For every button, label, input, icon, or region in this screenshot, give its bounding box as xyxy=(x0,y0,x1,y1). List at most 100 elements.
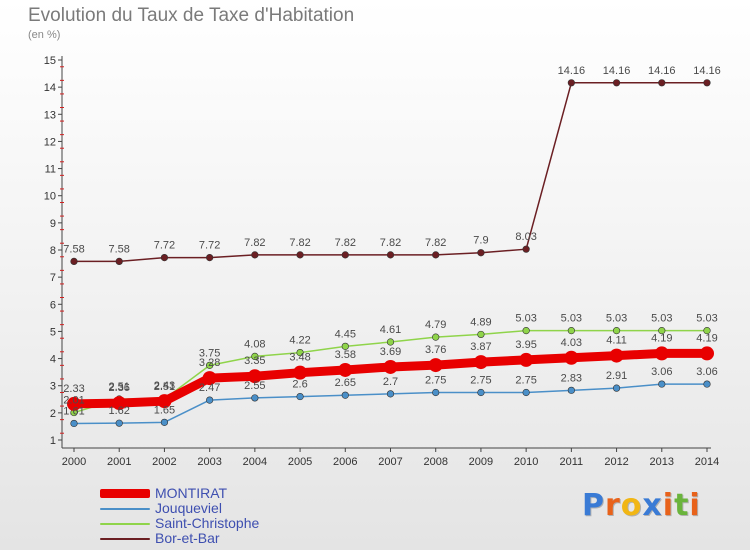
x-tick-label: 2006 xyxy=(333,456,357,468)
value-label-montirat: 3.95 xyxy=(515,339,536,351)
point-jouqueviel xyxy=(703,380,711,388)
value-label-jouqueviel: 2.47 xyxy=(199,382,220,394)
point-jouqueviel xyxy=(477,388,485,397)
point-montirat xyxy=(700,346,714,361)
y-tick-label: 1 xyxy=(50,435,56,447)
series-line-bor-et-bar xyxy=(73,82,708,263)
point-bor-et-bar xyxy=(703,79,711,87)
point-saint-christophe xyxy=(341,342,349,350)
point-jouqueviel xyxy=(341,391,349,399)
point-jouqueviel xyxy=(206,396,214,404)
x-tick-label: 2008 xyxy=(423,456,447,468)
point-montirat xyxy=(383,359,398,374)
legend-item: MONTIRAT xyxy=(100,486,360,501)
point-saint-christophe xyxy=(386,338,395,346)
point-saint-christophe xyxy=(206,361,214,369)
y-tick-label: 9 xyxy=(50,218,56,230)
value-label-saint-christophe: 4.45 xyxy=(335,328,356,340)
value-label-montirat: 3.76 xyxy=(425,344,446,356)
value-label-jouqueviel: 2.75 xyxy=(425,375,446,387)
point-saint-christophe xyxy=(432,333,440,341)
value-label-saint-christophe: 4.22 xyxy=(289,335,310,347)
chart-title: Evolution du Taux de Taxe d'Habitation xyxy=(28,5,355,26)
x-tick-label: 2003 xyxy=(197,456,221,468)
legend: MONTIRAT Jouqueviel Saint-Christophe Bor-et… xyxy=(100,486,360,546)
point-montirat xyxy=(338,362,353,377)
y-tick-label: 8 xyxy=(50,245,56,257)
value-label-montirat: 4.11 xyxy=(606,335,627,347)
value-label-montirat: 3.69 xyxy=(380,346,401,358)
point-jouqueviel xyxy=(115,419,123,427)
x-tick-label: 2009 xyxy=(469,456,493,468)
value-label-bor-et-bar: 7.82 xyxy=(380,237,401,249)
value-label-jouqueviel: 1.65 xyxy=(154,404,175,416)
value-label-jouqueviel: 1.61 xyxy=(63,405,84,417)
point-jouqueviel xyxy=(612,384,621,392)
point-bor-et-bar xyxy=(432,251,440,259)
legend-swatch xyxy=(100,508,150,510)
point-montirat xyxy=(564,350,579,365)
value-label-bor-et-bar: 14.16 xyxy=(648,65,676,77)
value-label-jouqueviel: 2.65 xyxy=(335,377,356,389)
value-label-bor-et-bar: 14.16 xyxy=(603,65,631,77)
x-tick-label: 2010 xyxy=(514,456,538,468)
point-montirat xyxy=(112,396,127,411)
value-label-montirat: 2.33 xyxy=(63,383,84,395)
point-bor-et-bar xyxy=(296,251,304,259)
point-jouqueviel xyxy=(160,418,169,426)
point-bor-et-bar xyxy=(522,245,530,253)
y-axis-unit: (en %) xyxy=(28,29,61,41)
logo-letter: i xyxy=(662,488,675,523)
y-tick-label: 3 xyxy=(50,381,56,393)
value-label-montirat: 2.36 xyxy=(109,382,130,394)
value-label-jouqueviel: 3.06 xyxy=(651,366,672,378)
point-bor-et-bar xyxy=(341,251,349,259)
value-label-bor-et-bar: 7.58 xyxy=(109,243,130,255)
point-jouqueviel xyxy=(70,419,78,428)
legend-item: Jouqueviel xyxy=(100,501,360,516)
data-labels: 7.58 7.58 7.72 7.72 7.82 7.82 7.82 7.82 7.82 7.9 8… xyxy=(63,65,720,418)
point-bor-et-bar xyxy=(70,257,78,266)
legend-swatch xyxy=(100,538,150,540)
value-label-bor-et-bar: 7.82 xyxy=(289,237,310,249)
value-label-bor-et-bar: 7.72 xyxy=(199,240,220,252)
x-tick-label: 2001 xyxy=(107,456,131,468)
value-label-saint-christophe: 5.03 xyxy=(696,313,717,325)
y-tick-label: 2 xyxy=(50,408,56,420)
value-label-jouqueviel: 2.83 xyxy=(561,372,582,384)
point-jouqueviel xyxy=(386,390,395,398)
point-montirat xyxy=(609,348,624,363)
value-label-bor-et-bar: 7.82 xyxy=(425,237,446,249)
value-label-montirat: 2.43 xyxy=(154,380,175,392)
point-montirat xyxy=(202,371,217,386)
point-bor-et-bar xyxy=(477,249,485,257)
value-label-saint-christophe: 5.03 xyxy=(651,313,672,325)
value-label-jouqueviel: 3.06 xyxy=(696,366,717,378)
x-tick-label: 2000 xyxy=(62,456,86,468)
y-tick-label: 12 xyxy=(44,136,56,148)
value-label-montirat: 4.19 xyxy=(696,332,717,344)
point-montirat xyxy=(428,358,443,373)
y-tick-label: 4 xyxy=(50,354,56,366)
legend-item: Bor-et-Bar xyxy=(100,531,360,546)
proxiti-logo: Proxiti xyxy=(582,488,701,523)
value-label-bor-et-bar: 7.72 xyxy=(154,240,175,252)
point-jouqueviel xyxy=(658,380,666,388)
value-label-jouqueviel: 2.6 xyxy=(292,379,307,391)
series-lines xyxy=(67,79,714,428)
y-tick-label: 7 xyxy=(50,272,56,284)
x-tick-label: 2014 xyxy=(695,456,719,468)
x-tick-label: 2004 xyxy=(243,456,267,468)
value-label-saint-christophe: 5.03 xyxy=(515,313,536,325)
value-label-jouqueviel: 2.75 xyxy=(470,375,491,387)
point-saint-christophe xyxy=(567,327,575,335)
value-label-bor-et-bar: 14.16 xyxy=(693,65,721,77)
value-label-montirat: 3.35 xyxy=(244,355,265,367)
value-label-montirat: 4.03 xyxy=(561,337,582,349)
value-label-jouqueviel: 2.7 xyxy=(383,376,398,388)
y-tick-label: 14 xyxy=(44,82,56,94)
point-montirat xyxy=(654,346,669,361)
point-bor-et-bar xyxy=(386,251,395,259)
point-jouqueviel xyxy=(567,386,575,394)
